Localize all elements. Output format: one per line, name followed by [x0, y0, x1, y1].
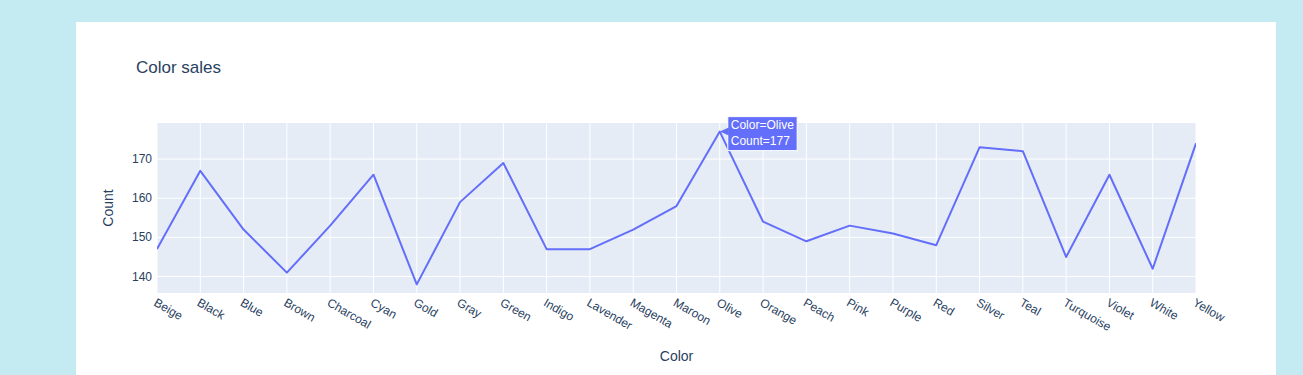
- x-tick-label: Peach: [801, 295, 837, 324]
- x-grid-line: [936, 123, 937, 293]
- x-grid-line: [157, 123, 158, 293]
- y-tick-label: 150: [132, 230, 152, 244]
- x-grid-line: [676, 123, 677, 293]
- x-tick-label: Gold: [411, 295, 440, 320]
- x-grid-line: [589, 123, 590, 293]
- x-tick-label: Olive: [714, 295, 745, 321]
- x-grid-line: [286, 123, 287, 293]
- x-tick-label: Silver: [974, 295, 1007, 322]
- x-tick-label: Red: [931, 295, 957, 318]
- x-grid-line: [1196, 123, 1197, 293]
- x-grid-line: [200, 123, 201, 293]
- x-tick-label: Teal: [1017, 295, 1043, 318]
- x-tick-label: White: [1147, 295, 1181, 323]
- x-tick-label: Green: [498, 295, 534, 324]
- x-tick-label: Pink: [844, 295, 872, 319]
- x-tick-label: Brown: [281, 295, 317, 324]
- y-tick-label: 170: [132, 152, 152, 166]
- plot-area: [157, 123, 1196, 293]
- chart: Beige Black Blue Brown CharcoalCyan Gold Gray G…: [0, 0, 1303, 375]
- x-grid-line: [892, 123, 893, 293]
- x-grid-line: [849, 123, 850, 293]
- y-tick-label: 140: [132, 270, 152, 284]
- x-grid-line: [503, 123, 504, 293]
- line: [157, 132, 1196, 285]
- x-tick-label: Gray: [455, 295, 485, 320]
- x-grid-line: [546, 123, 547, 293]
- card: [76, 22, 1276, 375]
- x-tick-label: Yellow: [1191, 295, 1228, 324]
- x-tick-label: Orange: [758, 295, 800, 327]
- y-tick-label: 160: [132, 191, 152, 205]
- x-tick-label: Lavender: [584, 295, 634, 332]
- x-grid-line: [416, 123, 417, 293]
- x-tick-label: Charcoal: [325, 295, 374, 331]
- x-grid-line: [1022, 123, 1023, 293]
- y-grid-line: [157, 276, 1196, 277]
- x-grid-line: [1066, 123, 1067, 293]
- y-axis-title: Count: [100, 189, 116, 226]
- y-grid-line: [157, 237, 1196, 238]
- hover-label: Color=Olive Count=177: [720, 117, 797, 151]
- x-tick-label: Beige: [152, 295, 186, 323]
- x-grid-line: [806, 123, 807, 293]
- hover-box: [728, 117, 797, 151]
- x-grid-line: [373, 123, 374, 293]
- x-grid-line: [460, 123, 461, 293]
- data-group: [157, 132, 1196, 285]
- x-tick-label: Maroon: [671, 295, 713, 327]
- y-grid-line: [157, 159, 1196, 160]
- x-tick-label: Blue: [238, 295, 266, 319]
- x-grid-line: [1109, 123, 1110, 293]
- x-tick-label: Indigo: [541, 295, 577, 324]
- x-grid-line: [330, 123, 331, 293]
- x-grid-line: [719, 123, 720, 293]
- x-tick-label: Purple: [887, 295, 924, 325]
- hover-text: Count=177: [731, 134, 790, 148]
- hover-text: Color=Olive: [731, 118, 794, 132]
- x-tick-label: Turquoise: [1061, 295, 1114, 334]
- x-grid-line: [633, 123, 634, 293]
- x-tick-label: Magenta: [628, 295, 676, 331]
- x-tick-label: Black: [195, 295, 228, 322]
- title: Color sales: [136, 58, 221, 77]
- x-grid-line: [243, 123, 244, 293]
- x-axis-title: Color: [660, 348, 694, 364]
- x-tick-label: Cyan: [368, 295, 399, 321]
- hover-pointer: [720, 128, 729, 136]
- y-grid-line: [157, 198, 1196, 199]
- x-tick-label: Violet: [1104, 295, 1137, 322]
